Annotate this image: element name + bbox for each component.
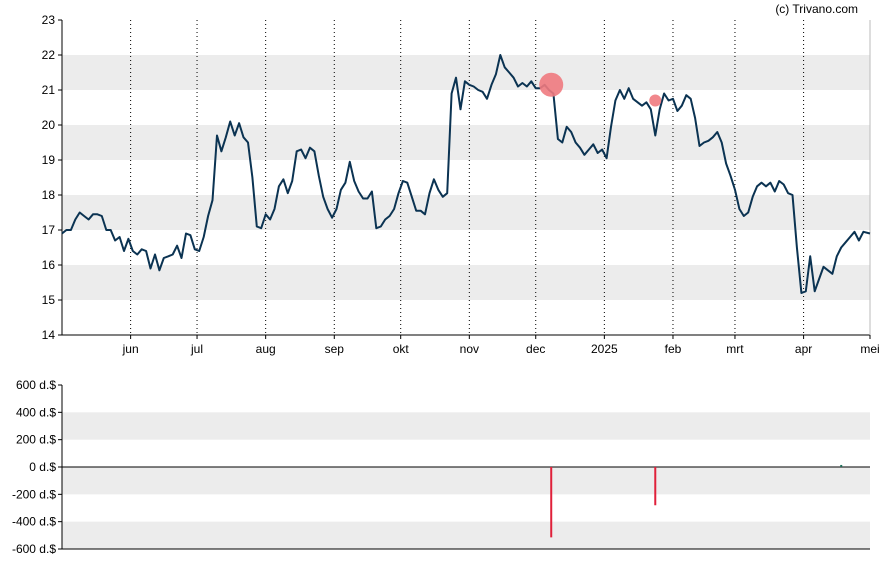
price-y-tick-label: 16 xyxy=(42,258,56,272)
signal-marker xyxy=(649,94,662,107)
volume-band xyxy=(62,412,870,440)
x-tick-label: mrt xyxy=(726,342,744,356)
x-tick-label: jul xyxy=(190,342,203,356)
price-y-tick-label: 14 xyxy=(42,328,56,342)
price-y-tick-label: 15 xyxy=(42,293,56,307)
x-tick-label: 2025 xyxy=(591,342,618,356)
x-tick-label: apr xyxy=(795,342,812,356)
volume-y-tick-label: -200 d.$ xyxy=(12,487,56,501)
price-y-tick-label: 17 xyxy=(42,223,56,237)
x-tick-label: jun xyxy=(122,342,139,356)
price-line xyxy=(61,54,871,294)
tick-labels: 14 15 16 17 18 19 20 21 22 23 jun jul aug sep okt nov de… xyxy=(12,13,880,556)
price-y-tick-label: 21 xyxy=(42,83,56,97)
price-y-tick-label: 23 xyxy=(42,13,56,27)
watermark: (c) Trivano.com xyxy=(775,2,858,16)
x-tick-label: okt xyxy=(393,342,410,356)
volume-y-tick-label: 200 d.$ xyxy=(16,433,56,447)
volume-y-tick-label: -600 d.$ xyxy=(12,542,56,556)
x-tick-label: feb xyxy=(665,342,682,356)
x-tick-label: sep xyxy=(325,342,345,356)
series-layer xyxy=(61,54,871,294)
x-tick-label: dec xyxy=(526,342,545,356)
volume-y-tick-label: -400 d.$ xyxy=(12,515,56,529)
x-tick-label: aug xyxy=(256,342,276,356)
price-y-tick-label: 19 xyxy=(42,153,56,167)
price-y-tick-label: 22 xyxy=(42,48,56,62)
price-band xyxy=(62,125,870,160)
x-tick-label: nov xyxy=(460,342,479,356)
price-band xyxy=(62,55,870,90)
signal-marker xyxy=(539,72,564,97)
volume-band xyxy=(62,521,870,549)
price-y-tick-label: 20 xyxy=(42,118,56,132)
volume-bars xyxy=(550,464,843,538)
volume-y-tick-label: 0 d.$ xyxy=(29,460,56,474)
x-tick-label: mei xyxy=(860,342,879,356)
price-y-tick-label: 18 xyxy=(42,188,56,202)
volume-band xyxy=(62,467,870,495)
vertical-grid xyxy=(130,20,805,335)
volume-y-tick-label: 600 d.$ xyxy=(16,378,56,392)
volume-y-tick-label: 400 d.$ xyxy=(16,405,56,419)
price-band xyxy=(62,265,870,300)
background-bands xyxy=(62,55,870,549)
